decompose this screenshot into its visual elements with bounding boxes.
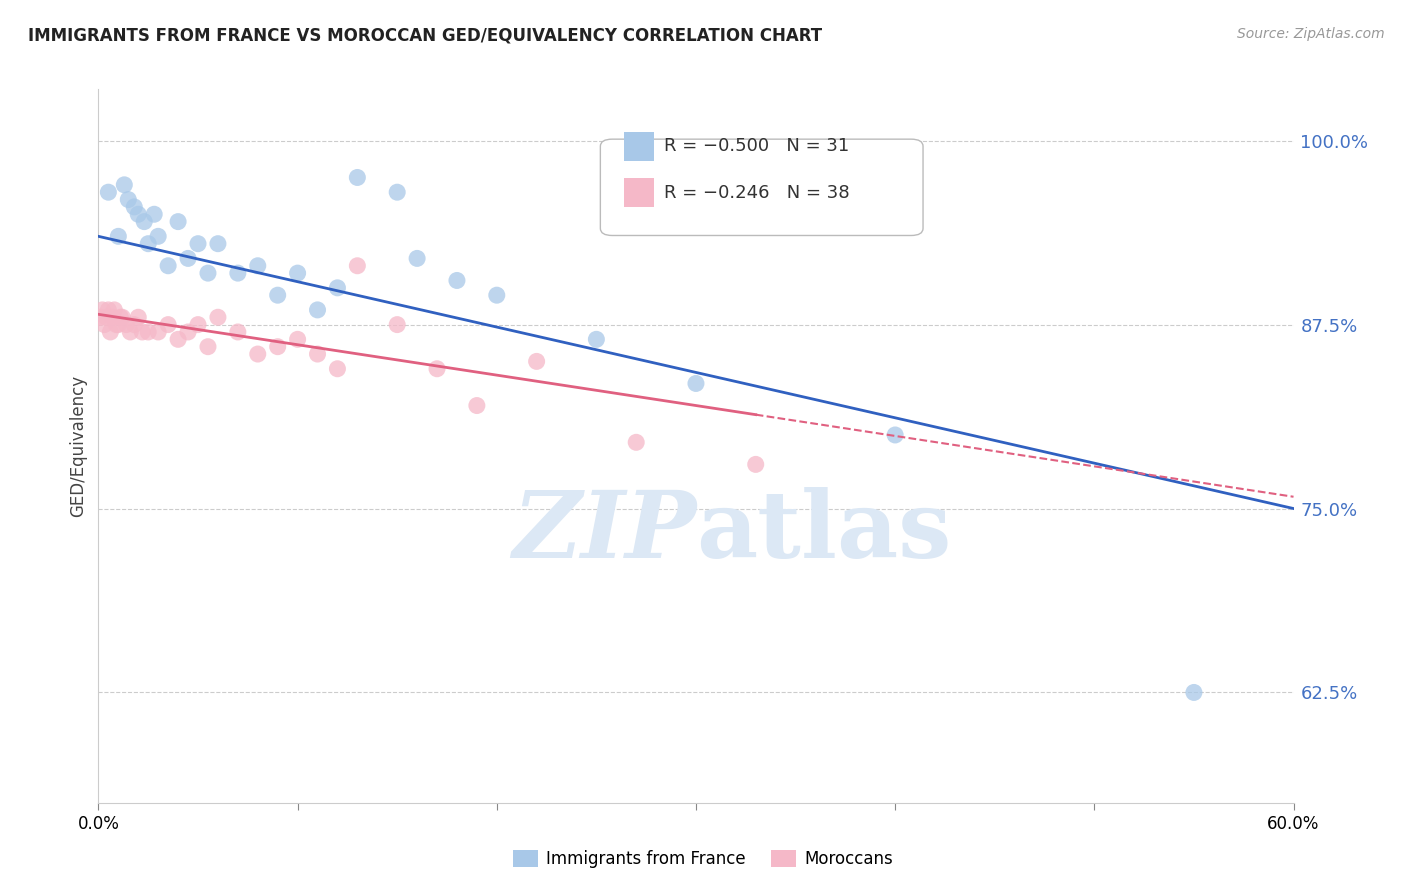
Point [124, 318, 146, 332]
Point [89, 310, 111, 325]
Point [105, 318, 128, 332]
Point [406, 252, 429, 266]
Point [187, 236, 209, 251]
Point [143, 207, 166, 221]
Point [207, 236, 229, 251]
Point [97, 302, 120, 317]
Text: Source: ZipAtlas.com: Source: ZipAtlas.com [1237, 27, 1385, 41]
Point [101, 310, 124, 325]
Point [97, 185, 120, 199]
Point [307, 302, 329, 317]
Point [134, 214, 156, 228]
Bar [624, 178, 654, 207]
Point [127, 310, 149, 325]
Point [91, 302, 114, 317]
Point [177, 325, 200, 339]
Point [148, 325, 170, 339]
Point [326, 281, 349, 295]
Point [346, 259, 368, 273]
Point [197, 340, 219, 354]
Point [307, 347, 329, 361]
Legend: Immigrants from France, Moroccans: Immigrants from France, Moroccans [506, 843, 900, 875]
Y-axis label: GED/Equivalency: GED/Equivalency [69, 375, 87, 517]
Point [745, 458, 768, 472]
Point [287, 332, 309, 346]
Point [111, 310, 134, 325]
Point [485, 288, 508, 302]
Text: atlas: atlas [696, 487, 952, 576]
Point [148, 229, 170, 244]
Point [226, 325, 249, 339]
Point [246, 259, 269, 273]
Point [136, 236, 159, 251]
Point [110, 310, 132, 325]
Bar [624, 132, 654, 161]
Point [131, 325, 153, 339]
Point [167, 332, 190, 346]
Point [103, 302, 125, 317]
Point [177, 252, 200, 266]
Point [107, 229, 129, 244]
Point [385, 185, 409, 199]
Point [465, 399, 488, 413]
Point [93, 318, 115, 332]
Point [98, 325, 122, 339]
Point [157, 318, 180, 332]
Text: R = −0.246   N = 38: R = −0.246 N = 38 [664, 184, 849, 202]
Text: IMMIGRANTS FROM FRANCE VS MOROCCAN GED/EQUIVALENCY CORRELATION CHART: IMMIGRANTS FROM FRANCE VS MOROCCAN GED/E… [28, 27, 823, 45]
Point [115, 318, 138, 332]
Point [287, 266, 309, 280]
Point [187, 318, 209, 332]
Point [120, 325, 142, 339]
Point [267, 340, 290, 354]
Point [124, 200, 146, 214]
Point [585, 332, 607, 346]
Point [1182, 685, 1205, 699]
Point [157, 259, 180, 273]
Point [226, 266, 249, 280]
Point [167, 214, 190, 228]
Point [267, 288, 290, 302]
Point [117, 193, 139, 207]
Point [626, 435, 648, 450]
Point [446, 273, 468, 287]
Point [385, 318, 409, 332]
FancyBboxPatch shape [600, 139, 922, 235]
Point [197, 266, 219, 280]
Point [207, 310, 229, 325]
Point [685, 376, 707, 391]
Point [326, 361, 349, 376]
Point [107, 318, 129, 332]
Point [246, 347, 269, 361]
Point [426, 361, 449, 376]
Point [96, 310, 118, 325]
Point [136, 325, 159, 339]
Point [526, 354, 548, 368]
Text: R = −0.500   N = 31: R = −0.500 N = 31 [664, 137, 849, 155]
Point [884, 428, 907, 442]
Point [112, 178, 135, 192]
Text: ZIP: ZIP [512, 487, 696, 576]
Point [346, 170, 368, 185]
Point [127, 207, 149, 221]
